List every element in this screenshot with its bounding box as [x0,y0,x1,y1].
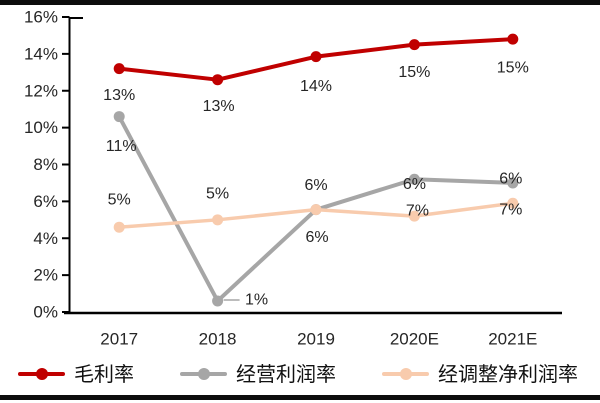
figure-bottom-border [0,395,600,400]
y-tick-label: 8% [33,155,58,174]
y-tick-label: 6% [33,192,58,211]
series-1-marker-2017 [113,111,125,123]
data-label-series-2-2019: 6% [304,177,327,194]
y-tick-label: 14% [24,44,58,63]
data-label-series-1-2020E: 6% [403,176,426,193]
legend-line-marker-icon [18,368,65,380]
legend-label: 毛利率 [74,362,134,386]
y-tick-label: 4% [33,229,58,248]
data-label-series-0-2018: 13% [203,98,235,115]
series-0-marker-2019 [310,51,322,63]
series-1-marker-2021E [507,177,519,189]
legend-item-0: 毛利率 [18,364,134,384]
series-2-marker-2020E [408,210,420,222]
data-label-series-0-2021E: 15% [497,60,529,77]
data-label-series-1-2018: 1% [245,291,268,308]
data-label-series-2-2020E: 7% [406,203,429,220]
data-label-series-1-2017: 11% [106,138,137,155]
y-tick-label: 2% [33,266,58,285]
series-2-marker-2021E [507,197,519,209]
data-label-series-2-2018: 5% [206,185,229,202]
legend-line-marker-icon [180,368,227,380]
data-label-series-1-2021E: 6% [499,170,522,187]
data-label-series-1-2019: 6% [305,229,328,246]
x-tick-label: 2018 [199,330,237,349]
series-0-marker-2021E [507,33,519,45]
data-label-series-2-2021E: 7% [499,202,522,219]
series-2-marker-2017 [113,221,125,233]
series-2-marker-2019 [310,204,322,216]
data-label-series-0-2017: 13% [103,87,135,104]
x-tick-label: 2021E [488,330,537,349]
legend-label: 经营利润率 [236,362,336,386]
series-2-marker-2018 [212,214,224,226]
data-label-series-0-2019: 14% [300,78,332,95]
data-label-series-2-2017: 5% [108,192,131,209]
data-label-series-0-2020E: 15% [398,64,430,81]
x-tick-label: 2019 [297,330,335,349]
series-0-marker-2020E [408,39,420,51]
chart-legend: 毛利率 经营利润率 经调整净利润率 [0,358,600,390]
x-tick-label: 2020E [390,330,439,349]
y-tick-label: 16% [24,8,58,27]
legend-line-marker-icon [382,368,429,380]
figure-top-border [0,0,600,5]
legend-label: 经调整净利润率 [438,362,578,386]
y-tick-label: 0% [33,303,58,322]
series-1-marker-2018 [212,295,224,307]
x-tick-label: 2017 [100,330,138,349]
legend-item-1: 经营利润率 [180,364,336,384]
series-1-marker-2020E [408,173,420,185]
legend-item-2: 经调整净利润率 [382,364,578,384]
series-0-marker-2017 [113,63,125,75]
series-0-marker-2018 [212,74,224,86]
y-tick-label: 10% [24,118,58,137]
y-tick-label: 12% [24,81,58,100]
